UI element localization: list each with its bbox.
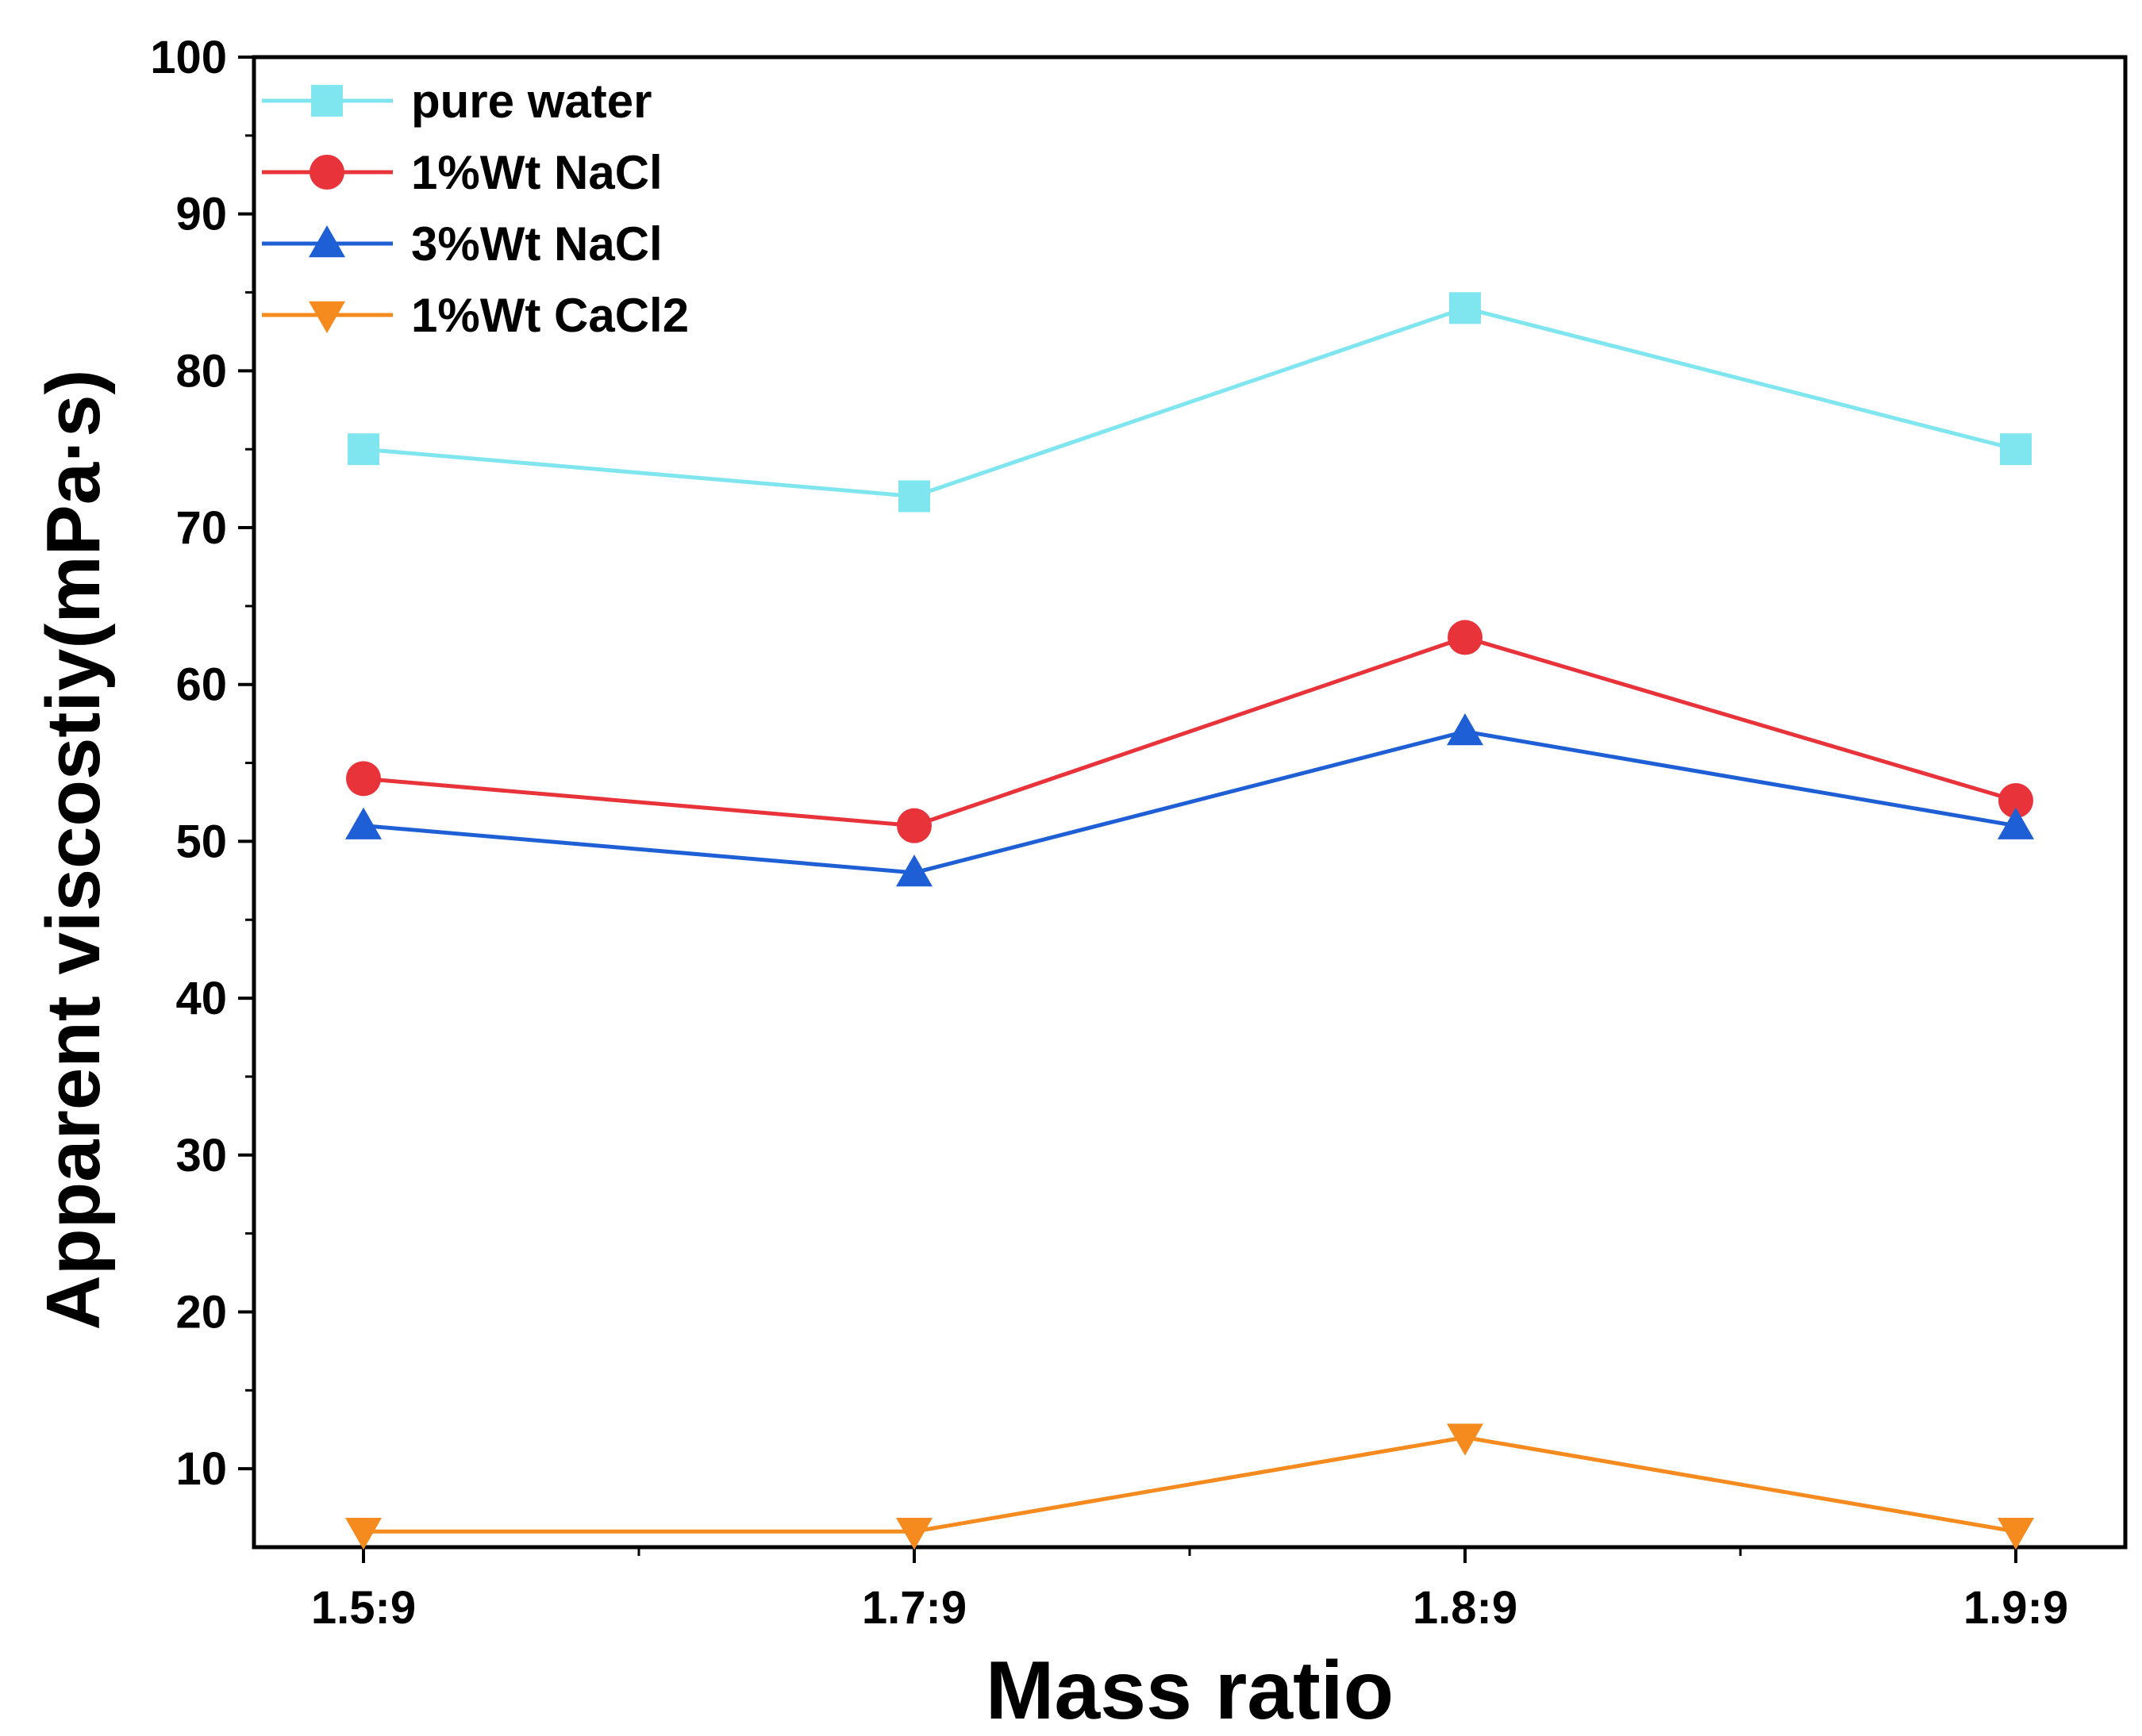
- data-point: [896, 854, 933, 887]
- legend-item: pure water: [262, 75, 652, 128]
- series-line: [363, 729, 2017, 875]
- x-tick-label: 1.9:9: [1963, 1582, 2068, 1634]
- x-tick-label: 1.5:9: [311, 1582, 416, 1634]
- data-point: [897, 808, 932, 843]
- data-point: [345, 1517, 382, 1550]
- data-point: [1998, 807, 2034, 839]
- y-tick-label: 50: [175, 816, 227, 867]
- legend-marker: [311, 85, 343, 117]
- legend-marker: [309, 225, 345, 258]
- y-tick-label: 40: [175, 973, 227, 1024]
- data-point: [1998, 1517, 2034, 1550]
- y-tick-label: 60: [175, 659, 227, 711]
- y-tick-label: 30: [175, 1130, 227, 1181]
- data-point: [1447, 1423, 1483, 1456]
- data-point: [345, 807, 382, 839]
- x-axis-ticks: 1.5:9 1.7:9 1.8:9 1.9:9: [311, 1547, 2068, 1634]
- legend-marker: [309, 301, 345, 333]
- legend-label: 1%Wt NaCl: [411, 146, 663, 199]
- data-point: [346, 761, 381, 797]
- x-tick-label: 1.7:9: [862, 1582, 967, 1634]
- legend-label: 1%Wt CaCl2: [411, 289, 689, 342]
- data-point: [1448, 620, 1482, 655]
- y-tick-label: 70: [175, 502, 227, 554]
- series-3: [345, 1423, 2034, 1550]
- x-tick-label: 1.8:9: [1413, 1582, 1517, 1634]
- series-1: [346, 620, 2033, 843]
- x-axis-title: Mass ratio: [986, 1645, 1394, 1736]
- legend-label: pure water: [411, 75, 652, 128]
- data-point: [1998, 783, 2033, 819]
- y-tick-label: 80: [175, 345, 227, 397]
- data-point: [898, 480, 930, 513]
- legend-label: 3%Wt NaCl: [411, 217, 663, 271]
- series-0: [348, 292, 2032, 513]
- y-tick-label: 100: [150, 32, 227, 83]
- legend-item: 1%Wt CaCl2: [262, 289, 689, 342]
- legend-item: 1%Wt NaCl: [262, 146, 663, 199]
- data-point: [1449, 292, 1481, 325]
- y-axis-title: Apparent viscostiy(mPa·s): [31, 369, 116, 1330]
- series-line: [363, 305, 2017, 499]
- legend-item: 3%Wt NaCl: [262, 217, 663, 271]
- series-2: [345, 713, 2034, 887]
- y-tick-label: 90: [175, 189, 227, 240]
- series-line: [363, 1435, 2017, 1534]
- legend: pure water 1%Wt NaCl 3%Wt NaCl 1%Wt CaCl2: [262, 75, 689, 342]
- data-point: [2000, 433, 2032, 466]
- y-tick-label: 10: [175, 1443, 227, 1495]
- legend-marker: [310, 155, 344, 190]
- y-tick-label: 20: [175, 1286, 227, 1338]
- series-layer: [345, 292, 2034, 1550]
- series-line: [363, 635, 2017, 828]
- data-point: [348, 433, 379, 466]
- data-point: [1447, 713, 1483, 746]
- y-axis-ticks: 10 20 30 40 50 60 70 80 90 100: [150, 32, 254, 1495]
- data-point: [896, 1517, 933, 1550]
